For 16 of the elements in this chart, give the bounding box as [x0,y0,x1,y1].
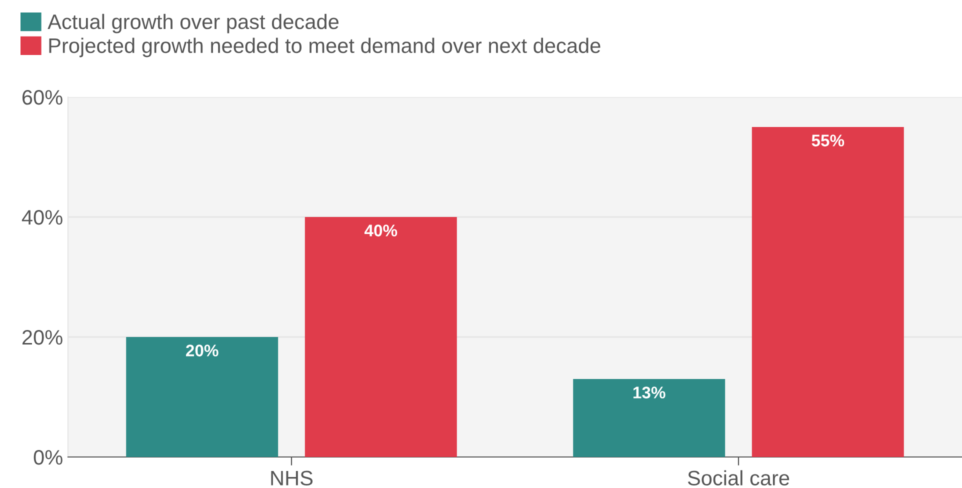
bar [126,337,278,457]
bar [573,379,726,457]
y-tick-label: 20% [22,330,62,345]
data-label: 13% [633,386,666,398]
y-tick-label: 40% [22,210,62,225]
y-tick-label: 0% [34,450,62,465]
data-label: 40% [364,224,398,236]
bar [304,217,457,457]
legend-label: Projected growth needed to meet demand over next decade [49,38,600,58]
x-tick-label: Social care [688,470,790,486]
bar [752,127,904,457]
data-label: 55% [812,134,844,146]
legend-label: Actual growth over past decade [48,14,338,34]
y-tick-label: 60% [22,90,62,105]
x-tick-label: NHS [271,470,313,486]
data-label: 20% [186,344,218,356]
